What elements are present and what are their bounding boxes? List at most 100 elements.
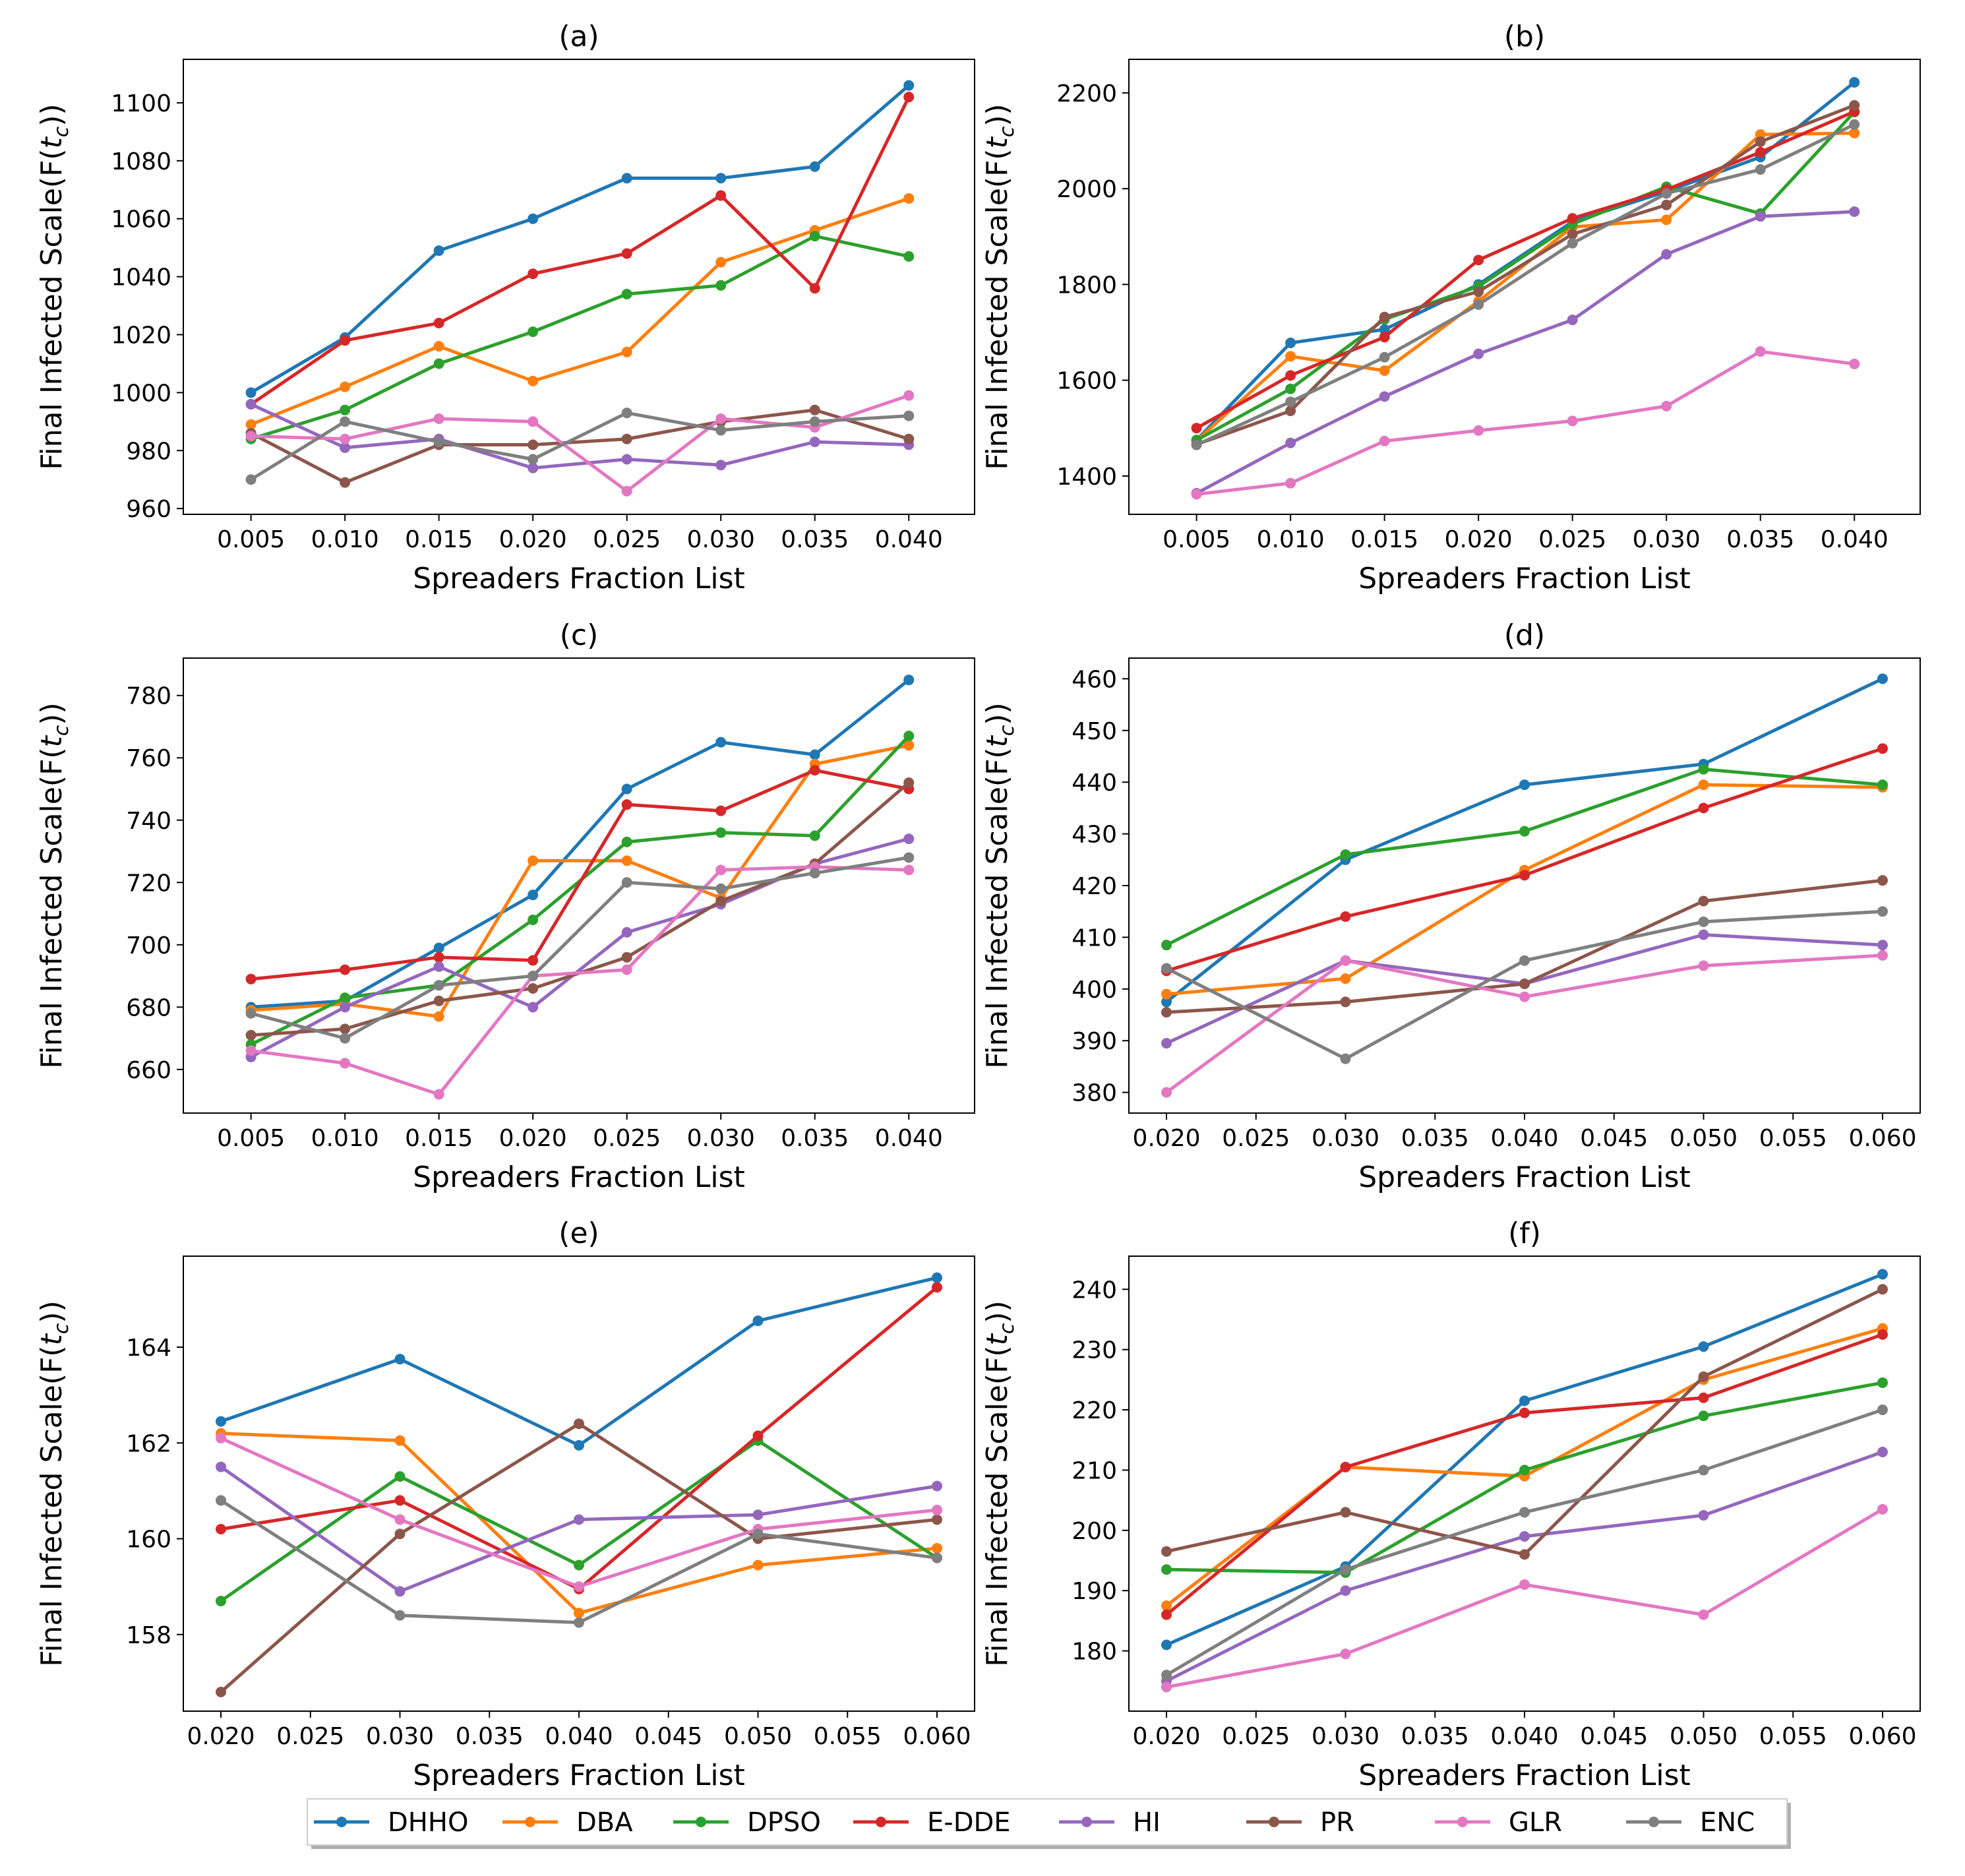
x-tick-label: 0.050 bbox=[724, 1723, 792, 1750]
x-tick-label: 0.025 bbox=[1222, 1723, 1290, 1750]
data-point-hi bbox=[574, 1514, 584, 1525]
x-tick-label: 0.015 bbox=[1350, 526, 1418, 553]
data-point-e-dde bbox=[216, 1524, 227, 1534]
x-tick-label: 0.025 bbox=[1538, 526, 1606, 553]
legend-item-dba: DBA bbox=[502, 1807, 633, 1838]
y-tick-label: 1060 bbox=[111, 206, 171, 233]
data-point-enc bbox=[574, 1617, 584, 1628]
data-point-e-dde bbox=[715, 190, 727, 201]
plot-frame bbox=[183, 657, 975, 1114]
x-axis-label: Spreaders Fraction List bbox=[413, 1161, 745, 1194]
data-point-e-dde bbox=[931, 1282, 942, 1293]
data-point-dhho bbox=[528, 213, 539, 224]
data-point-hi bbox=[1161, 1038, 1172, 1049]
data-point-dba bbox=[528, 375, 539, 386]
data-point-dba bbox=[1161, 988, 1172, 1000]
y-tick-label: 240 bbox=[1072, 1277, 1117, 1304]
x-tick-label: 0.020 bbox=[187, 1723, 255, 1750]
data-point-enc bbox=[809, 868, 820, 879]
data-point-enc bbox=[1285, 396, 1296, 408]
data-point-e-dde bbox=[752, 1430, 764, 1441]
data-point-enc bbox=[1877, 1405, 1888, 1416]
data-point-glr bbox=[903, 390, 915, 401]
data-point-dba bbox=[621, 855, 632, 866]
y-axis-label: Final Infected Scale(F(tc)) bbox=[35, 702, 73, 1068]
legend-item-enc: ENC bbox=[1626, 1807, 1755, 1838]
data-point-hi bbox=[433, 961, 444, 972]
y-tick-label: 660 bbox=[126, 1057, 171, 1084]
data-point-pr bbox=[340, 477, 351, 488]
data-point-enc bbox=[433, 980, 444, 991]
data-point-hi bbox=[1877, 1447, 1888, 1458]
x-tick-label: 0.035 bbox=[456, 1723, 524, 1750]
x-tick-label: 0.045 bbox=[1580, 1723, 1648, 1750]
data-point-glr bbox=[394, 1514, 406, 1525]
data-point-dhho bbox=[1161, 996, 1172, 1008]
data-point-glr bbox=[1661, 400, 1672, 411]
y-tick-label: 980 bbox=[126, 438, 171, 465]
series-line-dhho bbox=[249, 678, 911, 1009]
data-point-pr bbox=[1161, 1546, 1172, 1557]
data-point-dhho bbox=[809, 161, 820, 172]
y-tick-label: 162 bbox=[126, 1430, 171, 1457]
data-point-enc bbox=[1161, 963, 1172, 974]
data-point-glr bbox=[245, 1045, 257, 1056]
data-point-dba bbox=[340, 381, 351, 392]
x-tick-label: 0.055 bbox=[1759, 1125, 1827, 1152]
series-line-e-dde bbox=[249, 95, 911, 406]
x-axis-label: Spreaders Fraction List bbox=[1358, 1161, 1691, 1194]
data-point-e-dde bbox=[433, 952, 444, 963]
data-point-pr bbox=[245, 1029, 257, 1041]
data-point-pr bbox=[1161, 1007, 1172, 1018]
legend-marker bbox=[876, 1817, 886, 1827]
data-point-dpso bbox=[1698, 1410, 1709, 1422]
data-point-hi bbox=[1379, 391, 1390, 402]
x-tick-label: 0.015 bbox=[405, 526, 473, 553]
data-point-enc bbox=[394, 1610, 406, 1621]
data-point-glr bbox=[433, 413, 444, 424]
y-tick-label: 230 bbox=[1072, 1337, 1117, 1364]
data-point-glr bbox=[715, 864, 727, 876]
data-point-e-dde bbox=[621, 248, 632, 259]
data-point-enc bbox=[715, 425, 727, 436]
data-point-pr bbox=[903, 777, 915, 789]
data-point-e-dde bbox=[621, 799, 632, 810]
legend-marker bbox=[525, 1817, 535, 1827]
x-tick-label: 0.040 bbox=[1490, 1723, 1558, 1750]
data-point-dhho bbox=[528, 890, 539, 901]
data-point-hi bbox=[340, 1002, 351, 1013]
data-point-e-dde bbox=[1519, 870, 1530, 881]
data-point-enc bbox=[1698, 1465, 1709, 1476]
data-point-e-dde bbox=[528, 268, 539, 280]
x-tick-label: 0.020 bbox=[499, 1125, 567, 1152]
data-point-pr bbox=[1877, 1284, 1888, 1295]
legend-marker bbox=[1269, 1817, 1279, 1827]
data-point-dba bbox=[1340, 973, 1351, 984]
legend-marker bbox=[1457, 1817, 1468, 1827]
y-tick-label: 1020 bbox=[111, 322, 171, 349]
data-point-glr bbox=[1379, 435, 1390, 446]
data-point-dhho bbox=[715, 173, 727, 184]
data-point-dhho bbox=[1379, 324, 1390, 335]
data-point-e-dde bbox=[809, 283, 820, 294]
data-point-dpso bbox=[621, 288, 632, 299]
data-point-glr bbox=[1519, 991, 1530, 1002]
data-point-dba bbox=[903, 740, 915, 751]
x-tick-label: 0.035 bbox=[1726, 526, 1794, 553]
data-point-dhho bbox=[1849, 76, 1860, 88]
data-point-dba bbox=[903, 193, 915, 204]
data-point-pr bbox=[621, 433, 632, 444]
data-point-enc bbox=[903, 852, 915, 863]
data-point-glr bbox=[931, 1504, 942, 1515]
x-tick-label: 0.005 bbox=[1163, 526, 1230, 553]
data-point-enc bbox=[1161, 1670, 1172, 1681]
data-point-glr bbox=[903, 864, 915, 876]
y-tick-label: 430 bbox=[1072, 822, 1117, 849]
x-tick-label: 0.045 bbox=[634, 1723, 702, 1750]
series-line-enc bbox=[249, 855, 911, 1041]
data-point-e-dde bbox=[809, 765, 820, 776]
data-point-dpso bbox=[340, 992, 351, 1004]
x-tick-label: 0.005 bbox=[217, 526, 285, 553]
legend-label: E-DDE bbox=[927, 1807, 1011, 1838]
series-line-pr bbox=[249, 408, 911, 485]
